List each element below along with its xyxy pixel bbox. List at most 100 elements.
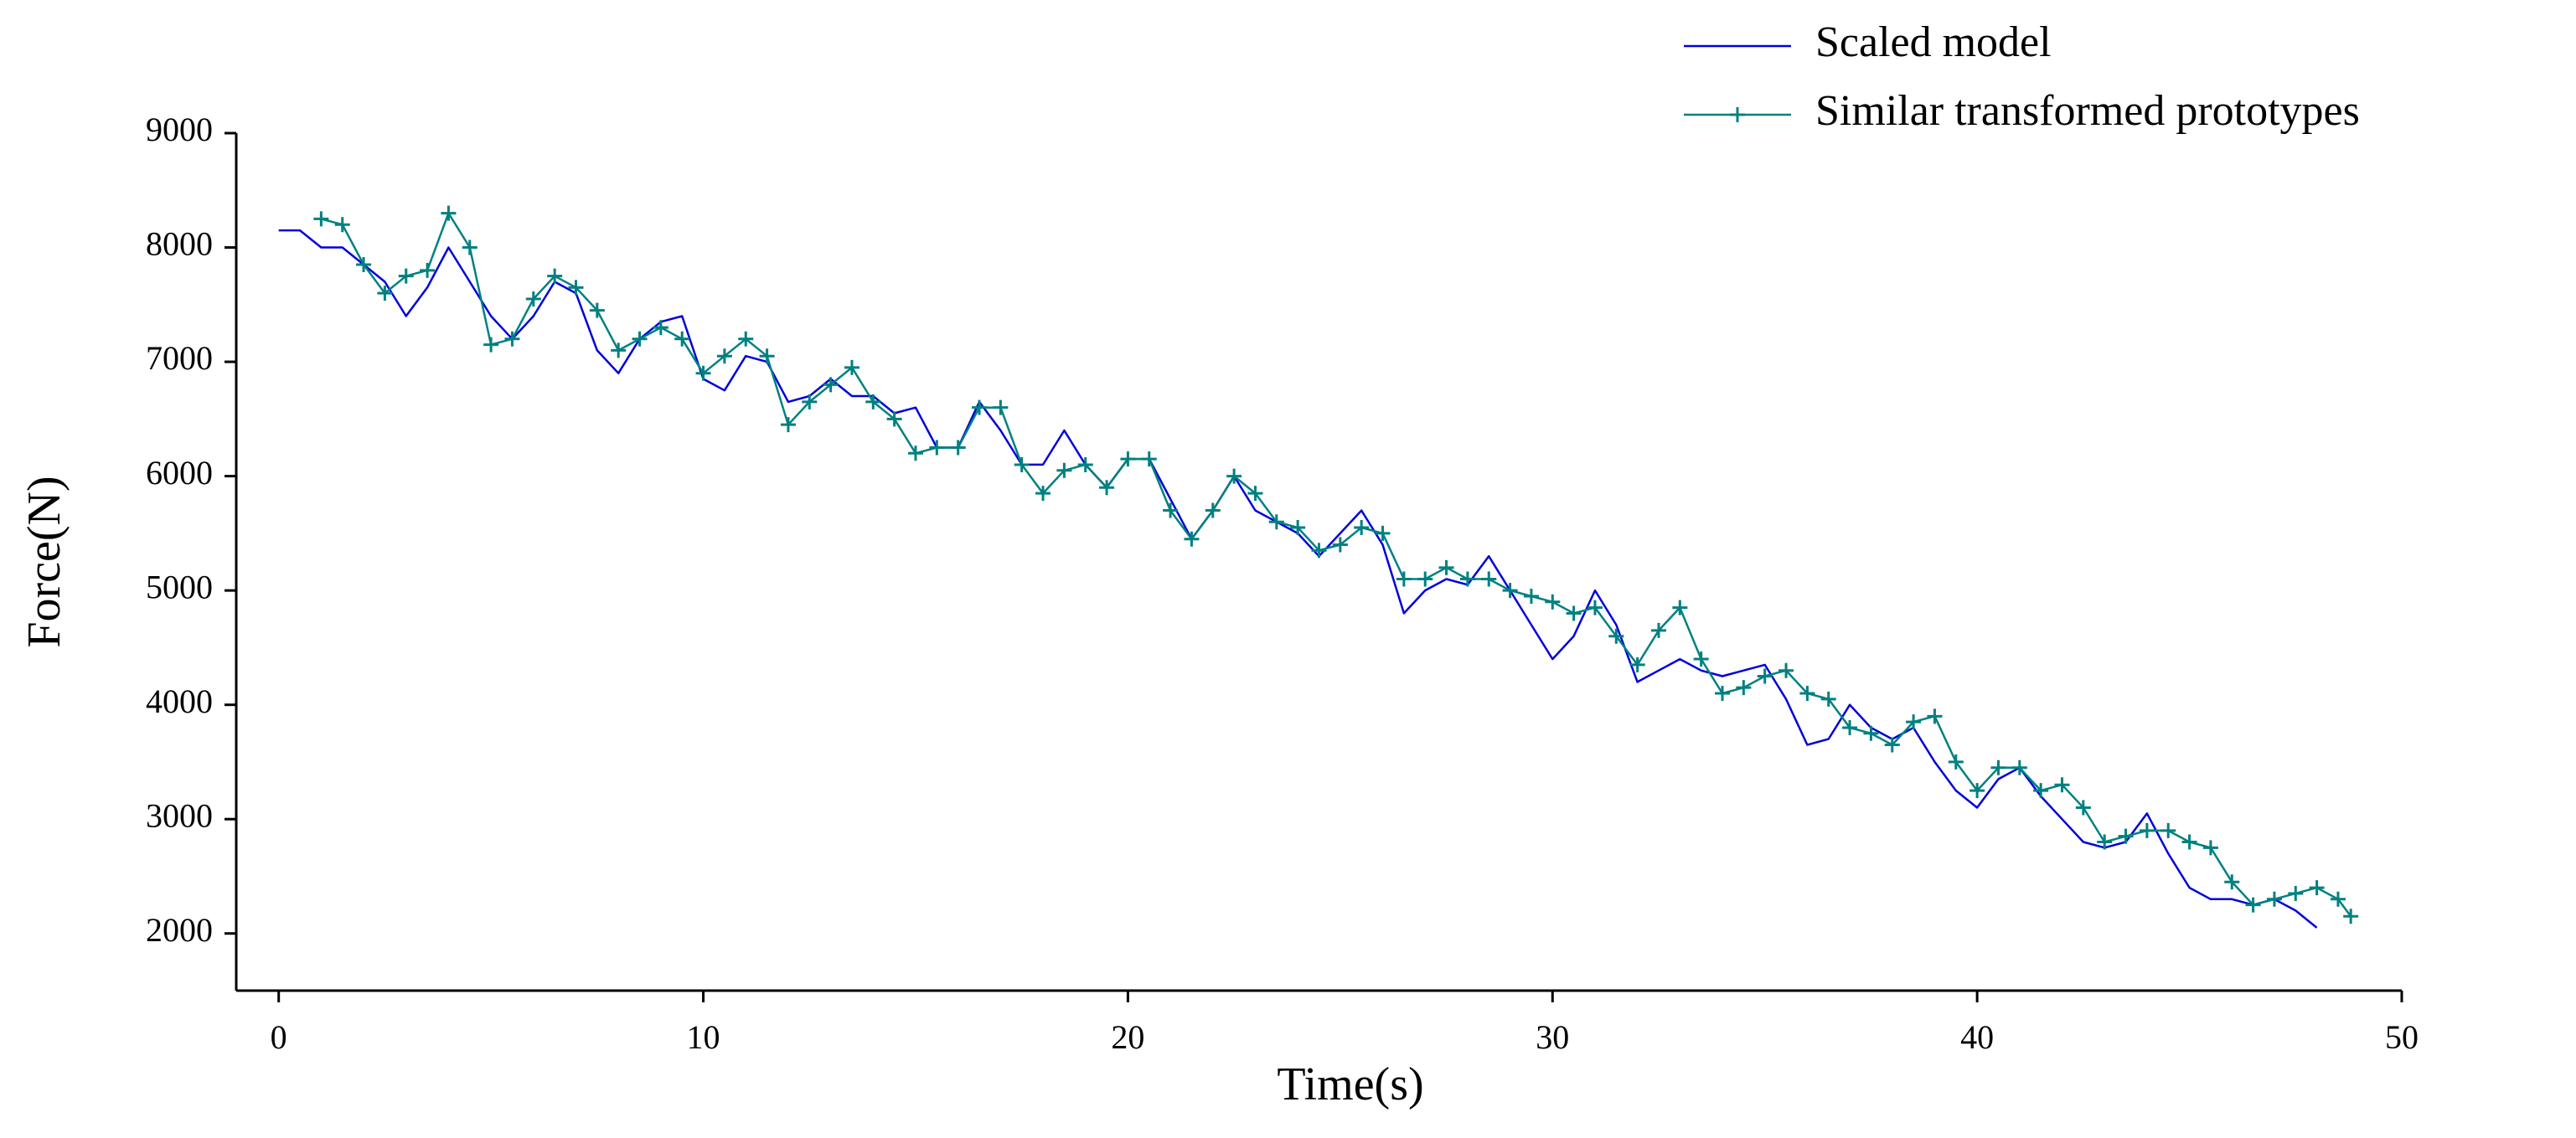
data-point xyxy=(1375,525,1391,541)
legend-marker xyxy=(1730,107,1745,122)
data-point xyxy=(1948,754,1964,770)
data-point xyxy=(1438,559,1454,575)
y-tick-label: 5000 xyxy=(146,568,213,605)
data-point xyxy=(2160,822,2176,838)
data-point xyxy=(462,239,478,255)
data-point xyxy=(2224,874,2240,890)
data-point xyxy=(2054,777,2070,793)
data-point xyxy=(695,365,711,381)
data-point xyxy=(674,331,690,347)
y-axis-label: Force(N) xyxy=(18,476,70,647)
data-point xyxy=(1459,571,1475,587)
data-point xyxy=(1863,725,1879,741)
x-tick-label: 50 xyxy=(2385,1018,2419,1056)
data-point xyxy=(1523,588,1539,604)
data-point xyxy=(1056,462,1072,478)
data-point xyxy=(993,399,1009,415)
data-point xyxy=(1545,594,1561,610)
data-point xyxy=(802,394,818,409)
data-point xyxy=(1290,520,1306,536)
data-point xyxy=(1332,537,1348,553)
data-point xyxy=(780,417,796,433)
data-point xyxy=(2288,885,2304,901)
data-point xyxy=(972,399,988,415)
data-point xyxy=(759,348,775,364)
data-point xyxy=(886,411,902,427)
data-point xyxy=(611,342,627,358)
data-point xyxy=(1587,600,1603,615)
data-point xyxy=(1906,714,1922,730)
series-line xyxy=(321,212,2352,918)
data-point xyxy=(2309,880,2325,896)
data-point xyxy=(1650,622,1666,638)
data-point xyxy=(1693,651,1709,667)
data-point xyxy=(1799,686,1815,702)
data-point xyxy=(589,302,605,318)
data-point xyxy=(1014,456,1030,472)
data-point xyxy=(2097,834,2113,850)
data-point xyxy=(1884,737,1900,753)
data-point xyxy=(1120,451,1136,467)
y-tick-label: 2000 xyxy=(146,911,213,949)
series-line xyxy=(278,229,2318,929)
data-point xyxy=(1778,662,1794,678)
legend-label: Similar transformed prototypes xyxy=(1815,87,2360,135)
data-point xyxy=(2011,760,2027,775)
data-point xyxy=(1226,468,1242,484)
data-point xyxy=(738,331,754,347)
data-point xyxy=(2033,783,2049,799)
x-tick-label: 20 xyxy=(1111,1018,1144,1056)
data-point xyxy=(1311,543,1327,559)
data-point xyxy=(2118,828,2134,844)
data-point xyxy=(1077,456,1093,472)
data-point xyxy=(1184,531,1200,547)
data-point xyxy=(356,257,372,273)
data-point xyxy=(1035,486,1051,502)
data-point xyxy=(441,205,457,221)
data-point xyxy=(1842,719,1858,735)
data-point xyxy=(568,280,584,296)
data-point xyxy=(2075,800,2091,816)
data-point xyxy=(823,377,839,393)
y-tick-label: 7000 xyxy=(146,339,213,377)
data-point xyxy=(1608,628,1624,644)
data-point xyxy=(1268,514,1284,530)
data-point xyxy=(1481,571,1497,587)
y-tick-label: 8000 xyxy=(146,225,213,263)
data-point xyxy=(1163,502,1179,518)
y-tick-label: 3000 xyxy=(146,796,213,834)
x-tick-label: 40 xyxy=(1960,1018,1994,1056)
data-point xyxy=(1247,486,1263,502)
data-point xyxy=(2343,909,2359,924)
data-point xyxy=(1396,571,1412,587)
data-point xyxy=(2330,891,2346,907)
y-tick-label: 9000 xyxy=(146,111,213,148)
x-tick-label: 30 xyxy=(1536,1018,1569,1056)
data-point xyxy=(334,217,350,233)
data-point xyxy=(2266,891,2282,907)
data-point xyxy=(1099,480,1115,496)
data-point xyxy=(653,320,669,336)
data-point xyxy=(1757,668,1773,684)
data-point xyxy=(1715,686,1731,702)
data-point xyxy=(1354,520,1370,536)
data-point xyxy=(377,286,393,301)
data-point xyxy=(2181,834,2197,850)
data-point xyxy=(929,440,945,456)
data-point xyxy=(1820,691,1836,707)
x-axis-label: Time(s) xyxy=(1277,1058,1423,1110)
data-point xyxy=(1927,708,1943,724)
data-point xyxy=(1566,605,1582,621)
data-point xyxy=(1672,600,1688,615)
data-point xyxy=(844,359,860,375)
data-point xyxy=(632,331,648,347)
data-point xyxy=(313,211,329,227)
data-point xyxy=(2202,840,2218,856)
data-point xyxy=(1990,760,2006,775)
data-point xyxy=(547,268,563,284)
data-point xyxy=(398,268,414,284)
data-point xyxy=(1736,680,1752,696)
legend-label: Scaled model xyxy=(1815,18,2052,66)
data-point xyxy=(525,291,541,306)
